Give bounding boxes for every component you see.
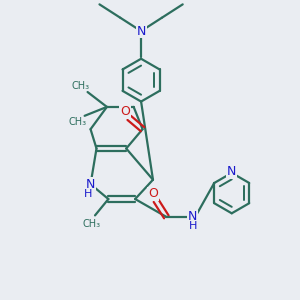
Text: N: N (188, 210, 197, 224)
Text: N: N (86, 178, 95, 191)
Text: CH₃: CH₃ (68, 117, 86, 128)
Text: CH₃: CH₃ (83, 219, 101, 229)
Text: N: N (136, 25, 146, 38)
Text: CH₃: CH₃ (72, 80, 90, 91)
Text: O: O (120, 106, 130, 118)
Text: H: H (84, 189, 92, 199)
Text: N: N (227, 165, 236, 178)
Text: O: O (148, 188, 158, 200)
Text: H: H (189, 221, 197, 231)
